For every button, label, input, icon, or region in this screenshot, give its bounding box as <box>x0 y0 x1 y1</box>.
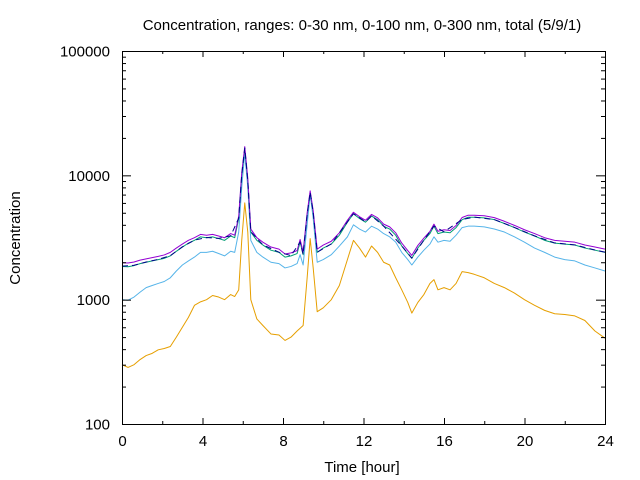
y-tick-label: 1000 <box>77 292 110 309</box>
y-tick-label: 100000 <box>60 44 110 61</box>
series-line-5 <box>121 147 606 267</box>
series-line-3 <box>121 147 606 268</box>
x-tick-label: 20 <box>517 433 534 450</box>
y-axis-label: Concentration <box>7 191 24 284</box>
x-tick-label: 24 <box>597 433 614 450</box>
plot-lines <box>121 146 606 368</box>
x-axis: 0 4 8 12 16 20 24 <box>118 51 614 450</box>
x-tick-label: 8 <box>279 433 287 450</box>
series-line-2 <box>121 152 606 301</box>
x-axis-label: Time [hour] <box>324 459 399 476</box>
series-line-4 <box>121 146 606 264</box>
chart-title: Concentration, ranges: 0-30 nm, 0-100 nm… <box>143 17 582 34</box>
x-tick-label: 12 <box>356 433 373 450</box>
x-tick-label: 16 <box>436 433 453 450</box>
series-line-1 <box>121 202 606 368</box>
y-tick-label: 100 <box>85 417 110 434</box>
x-tick-label: 4 <box>199 433 207 450</box>
y-tick-label: 10000 <box>68 168 110 185</box>
x-tick-label: 0 <box>118 433 126 450</box>
y-axis: 100 1000 10000 100000 <box>60 44 605 434</box>
